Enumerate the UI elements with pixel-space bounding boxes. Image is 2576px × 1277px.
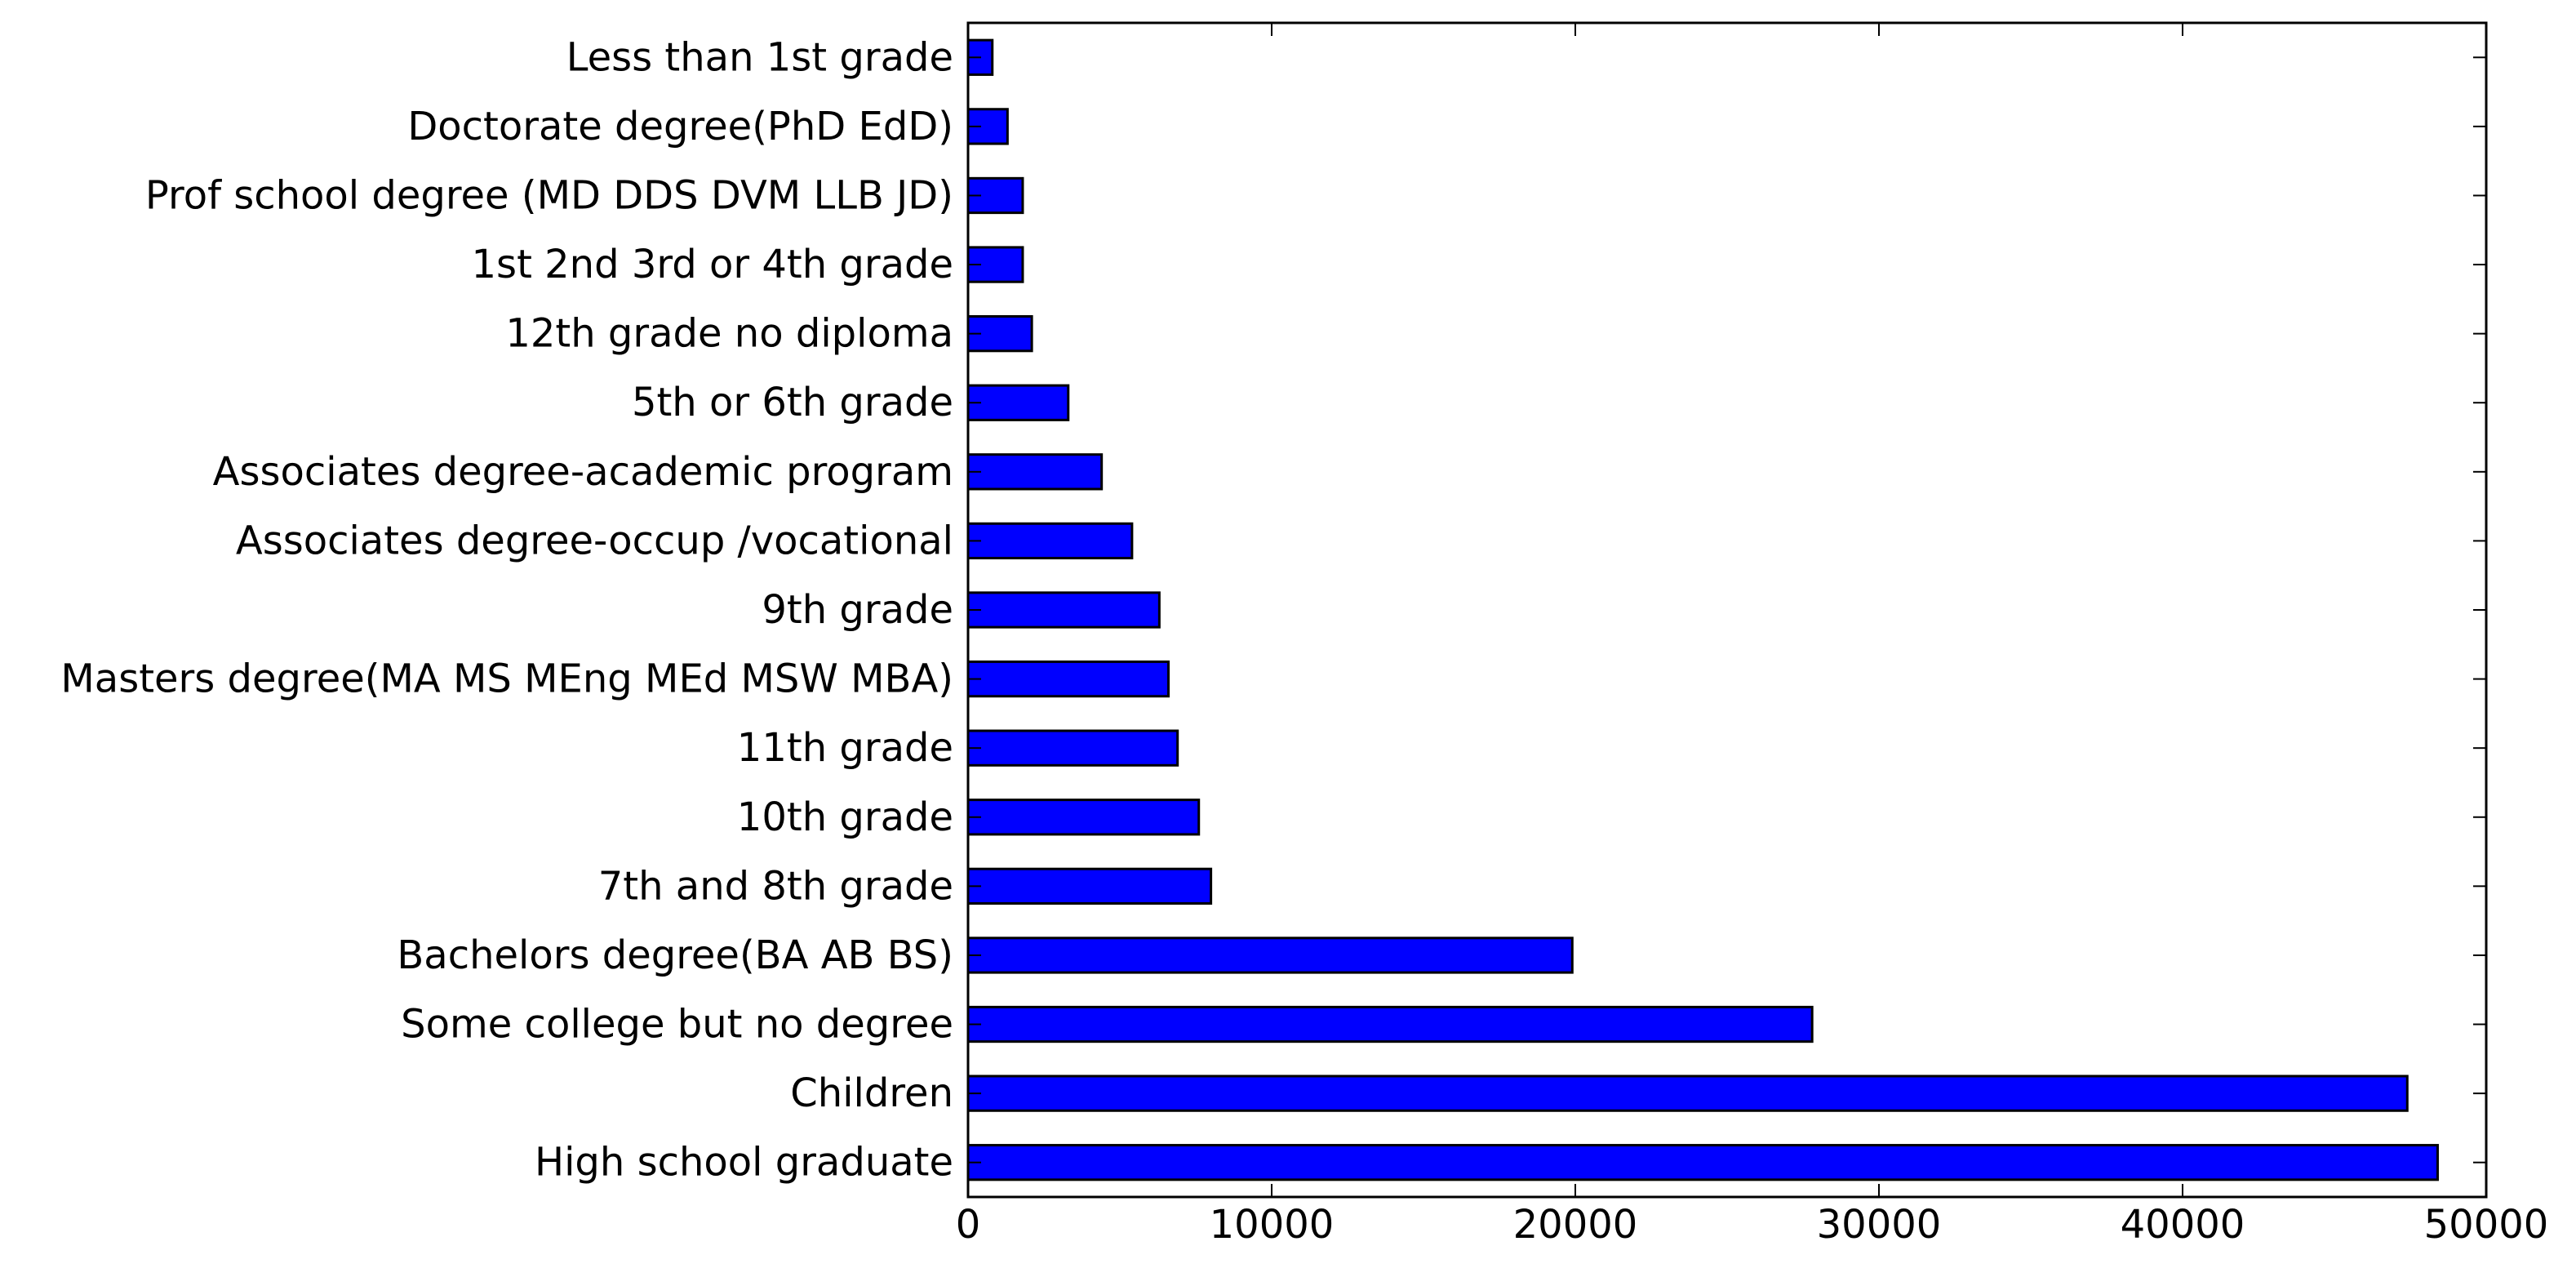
x-tick-label: 0	[956, 1202, 981, 1248]
ticks-layer	[967, 23, 2487, 1197]
x-tick-label: 30000	[1817, 1202, 1942, 1248]
bar	[966, 522, 1134, 560]
bar	[966, 1144, 2439, 1181]
labels-layer: High school graduate Children Some college…	[60, 34, 2548, 1248]
x-tick-label: 10000	[1210, 1202, 1335, 1248]
bar	[966, 591, 1161, 629]
bar	[966, 729, 1179, 767]
bar	[966, 867, 1213, 905]
category-label: Some college but no degree	[401, 1002, 953, 1048]
category-label: Bachelors degree(BA AB BS)	[397, 932, 953, 978]
x-tick-label: 40000	[2121, 1202, 2245, 1248]
category-label: 7th and 8th grade	[598, 863, 953, 909]
category-label: 9th grade	[762, 587, 953, 633]
plot-frame	[966, 21, 2488, 1199]
category-label: Less than 1st grade	[566, 34, 953, 80]
bar	[966, 1005, 1814, 1043]
category-label: High school graduate	[535, 1140, 953, 1186]
bar	[966, 937, 1574, 974]
bars-layer	[966, 38, 2439, 1181]
category-label: Associates degree-occup /vocational	[236, 518, 953, 563]
category-label: 11th grade	[737, 725, 953, 771]
x-tick-label: 50000	[2424, 1202, 2549, 1248]
bar	[966, 453, 1104, 491]
category-label: 5th or 6th grade	[632, 380, 953, 425]
category-label: Prof school degree (MD DDS DVM LLB JD)	[145, 172, 953, 218]
category-label: 10th grade	[737, 794, 953, 840]
category-label: Children	[790, 1070, 953, 1116]
category-label: 12th grade no diploma	[505, 311, 953, 357]
category-label: Associates degree-academic program	[213, 449, 953, 495]
bar	[966, 1075, 2409, 1112]
bar	[966, 799, 1201, 836]
category-label: Doctorate degree(PhD EdD)	[407, 104, 953, 149]
x-tick-label: 20000	[1513, 1202, 1638, 1248]
bar	[966, 384, 1070, 421]
category-label: Masters degree(MA MS MEng MEd MSW MBA)	[60, 656, 953, 702]
category-label: 1st 2nd 3rd or 4th grade	[472, 242, 953, 287]
bar	[966, 660, 1170, 698]
